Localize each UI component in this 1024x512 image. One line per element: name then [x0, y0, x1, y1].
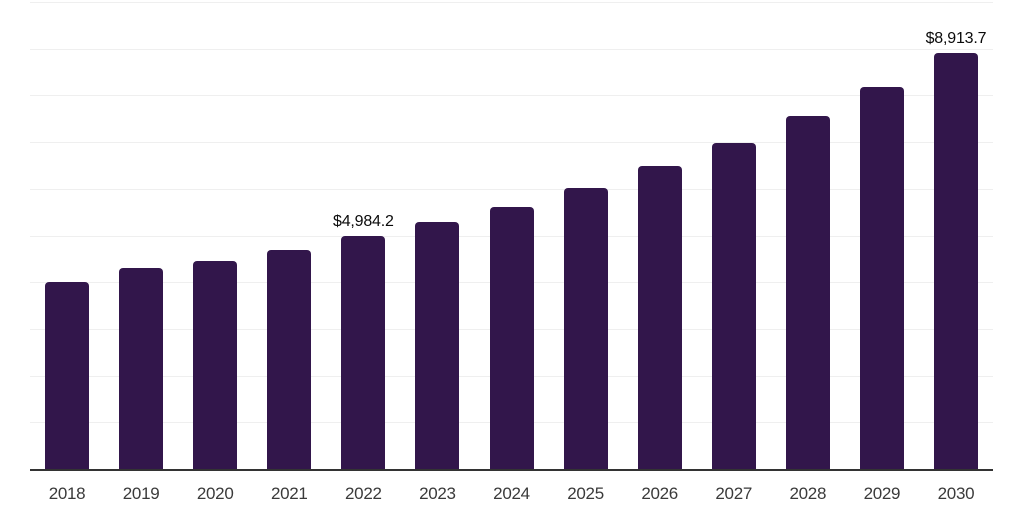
- x-axis-line: [30, 469, 993, 471]
- x-tick-2020: 2020: [196, 484, 234, 503]
- x-tick-2019: 2019: [122, 484, 160, 503]
- bar-2019: [119, 268, 164, 469]
- x-tick-2027: 2027: [715, 484, 753, 503]
- x-tick-2021: 2021: [270, 484, 308, 503]
- bar-2020: [193, 261, 238, 469]
- bar-2025: [563, 187, 608, 469]
- bar-2029: [859, 86, 904, 469]
- data-label-2022: $4,984.2: [333, 213, 394, 231]
- x-tick-2029: 2029: [863, 484, 901, 503]
- x-tick-2024: 2024: [493, 484, 530, 503]
- gridline: [30, 142, 993, 144]
- x-tick-2022: 2022: [345, 484, 382, 503]
- bar-2018: [45, 281, 90, 469]
- bar-2024: [489, 206, 534, 469]
- bar-2030: [933, 52, 978, 469]
- bar-2028: [785, 116, 830, 469]
- x-tick-2028: 2028: [789, 484, 827, 503]
- bar-2023: [415, 221, 460, 469]
- x-tick-2023: 2023: [419, 484, 456, 503]
- data-label-2030: $8,913.7: [925, 29, 987, 47]
- bar-2026: [637, 166, 682, 469]
- gridline: [30, 48, 993, 50]
- x-tick-2018: 2018: [48, 484, 86, 503]
- x-tick-2026: 2026: [641, 484, 678, 503]
- bar-2021: [267, 250, 312, 469]
- gridline: [30, 188, 993, 190]
- gridline: [30, 2, 993, 3]
- x-tick-2025: 2025: [567, 484, 604, 503]
- x-tick-2030: 2030: [937, 484, 975, 503]
- bar-2022: [341, 236, 386, 469]
- gridline: [30, 95, 993, 97]
- bar-2027: [711, 143, 756, 469]
